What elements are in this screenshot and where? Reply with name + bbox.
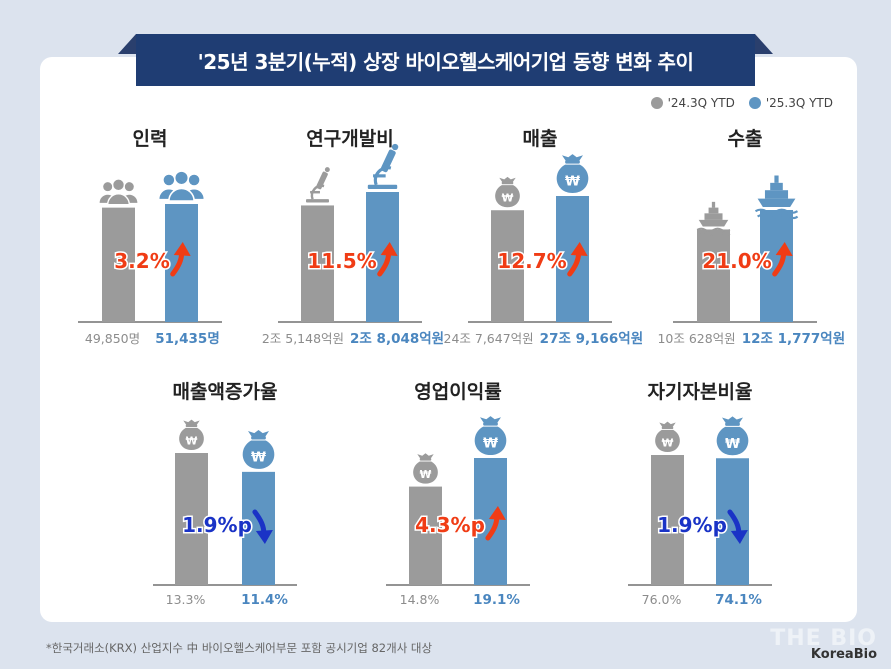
svg-text:₩: ₩ [420, 468, 432, 481]
bar-prev [491, 210, 524, 322]
value-label-prev: 24조 7,647억원 [444, 331, 534, 346]
change-label: 1.9%p [182, 513, 252, 537]
bar-prev [409, 486, 442, 585]
panel-3: 매출 12.7% 24조 7,647억원 27조 9,166억원 [444, 128, 644, 347]
legend-swatch-curr [748, 97, 761, 109]
bar-prev [175, 453, 208, 585]
value-label-prev: 76.0% [642, 592, 682, 607]
banner-fold-right [755, 34, 773, 54]
value-label-prev: 14.8% [400, 592, 440, 607]
legend-item-curr: '25.3Q YTD [748, 96, 833, 110]
bar-curr [716, 458, 749, 585]
bar-prev [301, 205, 334, 322]
change-label: 21.0% [702, 249, 771, 273]
page-title: '25년 3분기(누적) 상장 바이오헬스케어기업 동향 변화 추이 [136, 34, 755, 86]
panel-title: 영업이익률 [414, 381, 501, 403]
value-label-curr: 2조 8,048억원 [350, 331, 444, 347]
legend-item-prev: '24.3Q YTD [650, 96, 735, 110]
icon-curr-money-bag-icon: ₩ [242, 430, 275, 469]
change-label: 3.2% [114, 249, 169, 273]
legend: '24.3Q YTD '25.3Q YTD [650, 96, 833, 110]
panel-title: 자기자본비율 [648, 381, 753, 403]
panel-7: 자기자본비율 1.9%p 76.0% 74.1% [628, 381, 772, 608]
value-label-prev: 2조 5,148억원 [262, 331, 344, 346]
change-label: 4.3%p [415, 513, 485, 537]
icon-prev-money-bag-icon: ₩ [495, 176, 520, 208]
panel-title: 인력 [133, 128, 168, 150]
value-label-curr: 51,435명 [155, 330, 220, 347]
svg-text:₩: ₩ [565, 174, 580, 190]
value-label-curr: 27조 9,166억원 [540, 331, 643, 347]
banner-fold-left [118, 34, 136, 54]
bar-prev [102, 207, 135, 322]
change-label: 12.7% [497, 249, 566, 273]
brand-the-bio: THE BIO [770, 626, 877, 651]
bar-curr [474, 458, 507, 585]
panel-4: 수출 21.0% 10조 628억원 12조 1,777억원 [657, 128, 845, 347]
icon-curr-microscope-icon [367, 143, 399, 189]
icon-curr-ship-icon [754, 175, 799, 220]
svg-text:₩: ₩ [251, 450, 266, 466]
icon-prev-money-bag-icon: ₩ [179, 419, 204, 450]
svg-text:₩: ₩ [662, 436, 674, 449]
title-banner: '25년 3분기(누적) 상장 바이오헬스케어기업 동향 변화 추이 [118, 34, 773, 86]
footnote: *한국거래소(KRX) 산업지수 中 바이오헬스케어부문 포함 공시기업 82개… [46, 641, 433, 655]
svg-text:₩: ₩ [502, 191, 514, 204]
brand-logo: THE BIO KoreaBio [770, 626, 877, 663]
svg-text:₩: ₩ [186, 434, 198, 447]
legend-label-curr: '25.3Q YTD [765, 96, 833, 110]
arrow-up-icon [567, 242, 588, 277]
value-label-curr: 19.1% [473, 592, 520, 608]
brand-koreabio: KoreaBio [810, 647, 877, 662]
arrow-down-icon [252, 509, 273, 544]
legend-swatch-prev [650, 97, 663, 109]
legend-label-prev: '24.3Q YTD [667, 96, 735, 110]
icon-curr-people-icon [159, 170, 204, 202]
value-label-curr: 12조 1,777억원 [742, 331, 845, 347]
change-label: 1.9%p [657, 513, 727, 537]
icon-prev-money-bag-icon: ₩ [413, 453, 438, 484]
icon-prev-ship-icon [696, 201, 731, 236]
panel-1: 인력 3.2% 49,850명 51,435명 [78, 128, 222, 347]
arrow-up-icon [170, 242, 191, 277]
panel-title: 수출 [728, 128, 763, 150]
icon-curr-money-bag-icon: ₩ [556, 154, 589, 193]
icon-prev-people-icon [99, 178, 138, 206]
panel-2: 연구개발비 11.5% 2조 5,148억원 2조 8,048억원 [262, 128, 444, 347]
bar-curr [556, 196, 589, 322]
value-label-prev: 13.3% [166, 592, 206, 607]
icon-curr-money-bag-icon: ₩ [716, 416, 749, 456]
svg-text:₩: ₩ [725, 436, 740, 452]
icon-prev-money-bag-icon: ₩ [655, 421, 680, 452]
value-label-prev: 49,850명 [85, 331, 140, 346]
panel-5: 매출액증가율 1.9%p 13.3% 11.4% [153, 381, 297, 608]
bar-prev [651, 455, 684, 585]
panel-title: 매출 [523, 128, 558, 150]
icon-curr-money-bag-icon: ₩ [474, 416, 507, 455]
arrow-up-icon [772, 242, 793, 277]
arrow-up-icon [377, 242, 398, 277]
arrow-down-icon [727, 509, 748, 544]
panel-title: 매출액증가율 [173, 381, 278, 403]
value-label-curr: 74.1% [715, 592, 762, 608]
arrow-up-icon [485, 506, 506, 541]
panel-6: 영업이익률 4.3%p 14.8% 19.1% [386, 381, 530, 608]
value-label-curr: 11.4% [241, 592, 288, 608]
value-label-prev: 10조 628억원 [657, 331, 735, 346]
bar-prev [697, 229, 730, 322]
change-label: 11.5% [307, 249, 376, 273]
svg-text:₩: ₩ [483, 436, 498, 452]
bar-curr [760, 210, 793, 322]
icon-prev-microscope-icon [306, 167, 330, 203]
bar-curr [366, 192, 399, 322]
bar-curr [242, 471, 275, 585]
panel-title: 연구개발비 [306, 128, 393, 150]
